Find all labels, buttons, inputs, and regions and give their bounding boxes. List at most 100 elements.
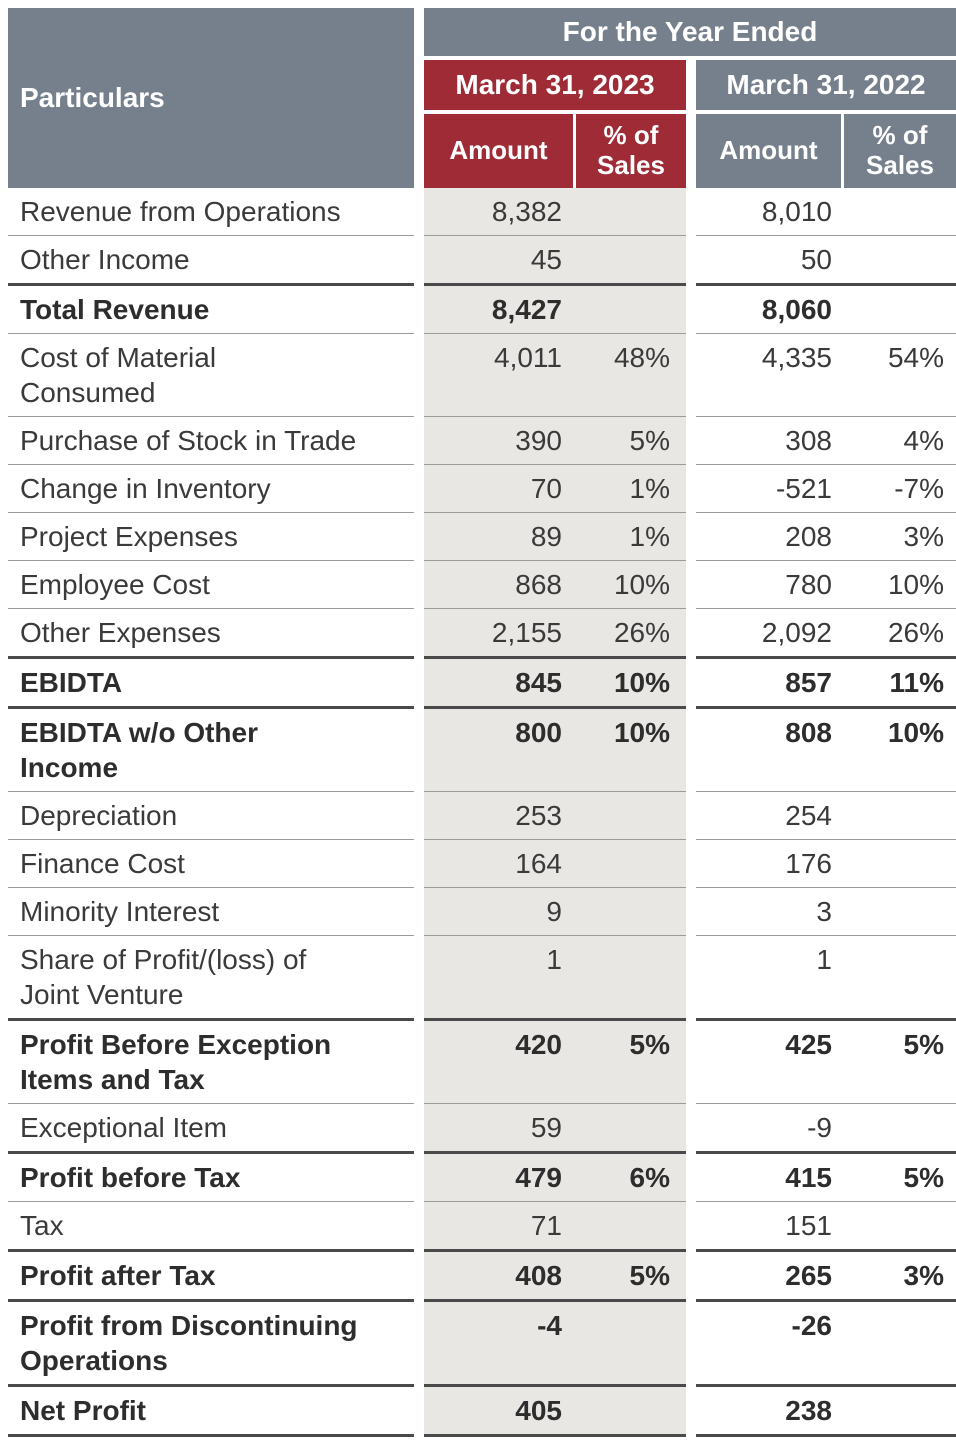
column-gutter (414, 659, 424, 709)
pct-sales-2023-cell (576, 1387, 686, 1437)
amount-2022-cell: 208 (696, 513, 844, 561)
amount-2022-cell: 176 (696, 840, 844, 888)
column-gutter (414, 465, 424, 513)
column-gutter (414, 417, 424, 465)
amount-2023-cell: 1 (424, 936, 576, 1021)
table-row: EBIDTA 845 10% 857 11% (8, 659, 956, 709)
pct-sales-2022-cell: 3% (844, 513, 956, 561)
row-label: EBIDTA (8, 659, 414, 709)
pct-sales-2023-cell: 5% (576, 417, 686, 465)
amount-2023-cell: 390 (424, 417, 576, 465)
column-gutter (414, 888, 424, 936)
table-row: Total Revenue 8,427 8,060 (8, 286, 956, 334)
row-label: Finance Cost (8, 840, 414, 888)
pct-sales-2022-cell (844, 1104, 956, 1154)
table-row: Employee Cost 868 10% 780 10% (8, 561, 956, 609)
amount-2022-cell: 857 (696, 659, 844, 709)
pct-sales-2023-cell (576, 936, 686, 1021)
pct-sales-2022-cell: 4% (844, 417, 956, 465)
column-gutter (414, 334, 424, 417)
table-row: Other Income 45 50 (8, 236, 956, 286)
column-gutter (686, 465, 696, 513)
column-gutter (414, 1252, 424, 1302)
column-gutter (414, 609, 424, 659)
column-gutter (686, 840, 696, 888)
row-label: Net Profit (8, 1387, 414, 1437)
header-divider (424, 110, 956, 114)
row-label: Depreciation (8, 792, 414, 840)
table-row: Profit before Tax 479 6% 415 5% (8, 1154, 956, 1202)
column-gutter (686, 1154, 696, 1202)
amount-2022-cell: 265 (696, 1252, 844, 1302)
amount-2022-cell: 238 (696, 1387, 844, 1437)
amount-2023-cell: 800 (424, 709, 576, 792)
amount-2023-cell: 408 (424, 1252, 576, 1302)
amount-2022-cell: -521 (696, 465, 844, 513)
amount-2022-cell: 8,060 (696, 286, 844, 334)
pct-sales-2023-cell (576, 792, 686, 840)
march-2022-header: March 31, 2022 (696, 60, 956, 110)
amount-2023-cell: -4 (424, 1302, 576, 1387)
amount-2022-cell: 8,010 (696, 188, 844, 236)
pct-sales-2022-cell: 54% (844, 334, 956, 417)
amount-2023-cell: 59 (424, 1104, 576, 1154)
amount-2023-cell: 2,155 (424, 609, 576, 659)
column-gutter (686, 1252, 696, 1302)
column-gutter (686, 286, 696, 334)
pct-sales-2022-cell: -7% (844, 465, 956, 513)
column-gutter (686, 792, 696, 840)
amount-2022-cell: 151 (696, 1202, 844, 1252)
pct-sales-2022-cell: 10% (844, 709, 956, 792)
table-row: EBIDTA w/o Other Income 800 10% 808 10% (8, 709, 956, 792)
pct-sales-2023-cell: 10% (576, 709, 686, 792)
row-label: Employee Cost (8, 561, 414, 609)
amount-2023-cell: 45 (424, 236, 576, 286)
amount-2023-cell: 8,382 (424, 188, 576, 236)
row-label: EBIDTA w/o Other Income (8, 709, 414, 792)
particulars-header: Particulars (8, 8, 414, 188)
amount-2022-cell: -26 (696, 1302, 844, 1387)
row-label: Profit Before Exception Items and Tax (8, 1021, 414, 1104)
column-gutter (686, 1021, 696, 1104)
column-gutter (686, 60, 696, 110)
column-gutter (686, 1202, 696, 1252)
pct-sales-2022-cell (844, 1202, 956, 1252)
row-label: Change in Inventory (8, 465, 414, 513)
pct-sales-2023-cell: 5% (576, 1021, 686, 1104)
table-row: Project Expenses 89 1% 208 3% (8, 513, 956, 561)
amount-2023-cell: 8,427 (424, 286, 576, 334)
amount-2022-header: Amount (696, 114, 844, 188)
march-2023-header: March 31, 2023 (424, 60, 686, 110)
amount-2023-cell: 9 (424, 888, 576, 936)
column-gutter (414, 1021, 424, 1104)
amount-2023-cell: 70 (424, 465, 576, 513)
pct-sales-2022-cell (844, 236, 956, 286)
column-gutter (686, 1104, 696, 1154)
year-columns-header: For the Year Ended March 31, 2023 March … (424, 8, 956, 188)
column-gutter (686, 659, 696, 709)
column-gutter (414, 1154, 424, 1202)
pct-sales-2023-cell (576, 1104, 686, 1154)
column-gutter (414, 840, 424, 888)
table-row: Revenue from Operations 8,382 8,010 (8, 188, 956, 236)
amount-2022-cell: 308 (696, 417, 844, 465)
pct-sales-2023-cell: 5% (576, 1252, 686, 1302)
pct-sales-2022-cell (844, 286, 956, 334)
pct-sales-2023-cell: 1% (576, 513, 686, 561)
pct-sales-2022-header: % of Sales (844, 114, 956, 188)
column-gutter (686, 513, 696, 561)
pct-sales-2022-cell: 10% (844, 561, 956, 609)
pct-sales-2023-cell (576, 236, 686, 286)
amount-2023-cell: 89 (424, 513, 576, 561)
amount-2023-cell: 845 (424, 659, 576, 709)
pct-sales-2022-cell: 5% (844, 1154, 956, 1202)
column-gutter (414, 236, 424, 286)
amount-2022-cell: -9 (696, 1104, 844, 1154)
subheader-row: Amount % of Sales Amount % of Sales (424, 114, 956, 188)
table-row: Exceptional Item 59 -9 (8, 1104, 956, 1154)
row-label: Cost of Material Consumed (8, 334, 414, 417)
amount-2023-cell: 4,011 (424, 334, 576, 417)
column-gutter (686, 936, 696, 1021)
pct-sales-2022-cell (844, 792, 956, 840)
amount-2022-cell: 425 (696, 1021, 844, 1104)
